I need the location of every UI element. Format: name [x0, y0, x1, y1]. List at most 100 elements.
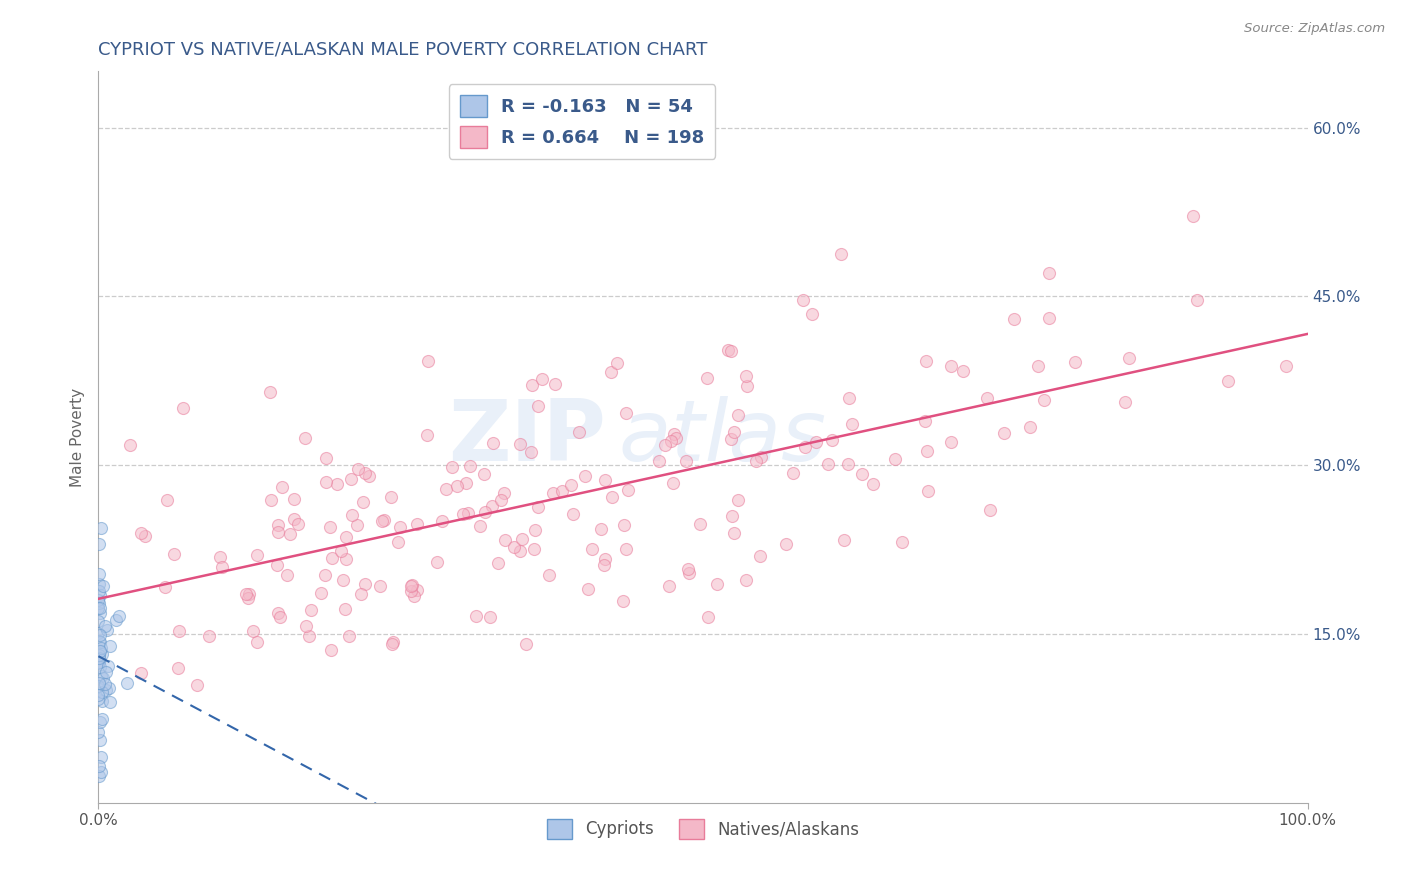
Point [278, 527, 301, 541]
Point [600, 365, 623, 379]
Point [520, 378, 543, 392]
Point [235, 587, 257, 601]
Point [246, 635, 269, 649]
Point [98, 695, 121, 709]
Point [94, 619, 117, 633]
Point [163, 547, 186, 561]
Point [335, 552, 357, 566]
Point [426, 555, 449, 569]
Point [91, 671, 114, 685]
Text: Source: ZipAtlas.com: Source: ZipAtlas.com [1244, 22, 1385, 36]
Point [347, 461, 370, 475]
Text: CYPRIOT VS NATIVE/ALASKAN MALE POVERTY CORRELATION CHART: CYPRIOT VS NATIVE/ALASKAN MALE POVERTY C… [98, 41, 707, 59]
Point [527, 500, 550, 515]
Point [675, 454, 697, 468]
Point [834, 533, 856, 548]
Point [418, 353, 440, 368]
Point [238, 587, 260, 601]
Point [314, 568, 336, 582]
Point [87, 651, 110, 665]
Point [662, 426, 685, 441]
Point [315, 451, 337, 466]
Legend: Cypriots, Natives/Alaskans: Cypriots, Natives/Alaskans [540, 812, 866, 846]
Point [458, 459, 481, 474]
Point [267, 524, 290, 539]
Point [486, 556, 509, 570]
Point [678, 566, 700, 580]
Point [415, 428, 437, 442]
Point [309, 586, 332, 600]
Point [242, 624, 264, 639]
Point [593, 552, 616, 566]
Point [562, 507, 585, 521]
Point [259, 492, 281, 507]
Point [94, 682, 117, 697]
Point [352, 495, 374, 509]
Point [87, 724, 110, 739]
Point [1038, 266, 1060, 280]
Point [1033, 393, 1056, 408]
Point [266, 606, 288, 620]
Point [720, 344, 742, 359]
Point [862, 477, 884, 491]
Point [509, 436, 531, 450]
Point [446, 478, 468, 492]
Point [406, 517, 429, 532]
Point [451, 507, 474, 521]
Point [98, 639, 121, 653]
Point [454, 475, 477, 490]
Point [401, 578, 423, 592]
Point [481, 499, 503, 513]
Point [389, 520, 412, 534]
Point [723, 425, 745, 439]
Point [917, 483, 939, 498]
Point [616, 483, 638, 497]
Point [939, 359, 962, 373]
Point [440, 460, 463, 475]
Point [745, 454, 768, 468]
Point [792, 293, 814, 308]
Text: ZIP: ZIP [449, 395, 606, 479]
Point [723, 525, 745, 540]
Point [380, 490, 402, 504]
Y-axis label: Male Poverty: Male Poverty [69, 387, 84, 487]
Point [800, 307, 823, 321]
Point [560, 477, 582, 491]
Point [482, 436, 505, 450]
Point [335, 601, 357, 615]
Point [337, 629, 360, 643]
Point [654, 438, 676, 452]
Point [246, 548, 269, 562]
Point [94, 676, 117, 690]
Point [299, 603, 322, 617]
Point [172, 401, 194, 416]
Point [735, 378, 758, 392]
Point [401, 583, 423, 598]
Point [236, 591, 259, 606]
Point [399, 579, 422, 593]
Point [915, 444, 938, 458]
Point [1004, 311, 1026, 326]
Point [648, 453, 671, 467]
Point [613, 518, 636, 533]
Point [340, 472, 363, 486]
Point [97, 658, 120, 673]
Point [87, 688, 110, 702]
Point [89, 643, 111, 657]
Point [89, 715, 111, 730]
Point [678, 562, 700, 576]
Point [89, 733, 111, 747]
Point [544, 376, 567, 391]
Point [659, 434, 682, 449]
Point [340, 508, 363, 522]
Point [167, 661, 190, 675]
Point [614, 406, 637, 420]
Point [315, 475, 337, 490]
Point [198, 629, 221, 643]
Point [472, 467, 495, 481]
Point [576, 582, 599, 596]
Point [335, 530, 357, 544]
Point [1026, 359, 1049, 373]
Point [155, 493, 177, 508]
Point [325, 476, 347, 491]
